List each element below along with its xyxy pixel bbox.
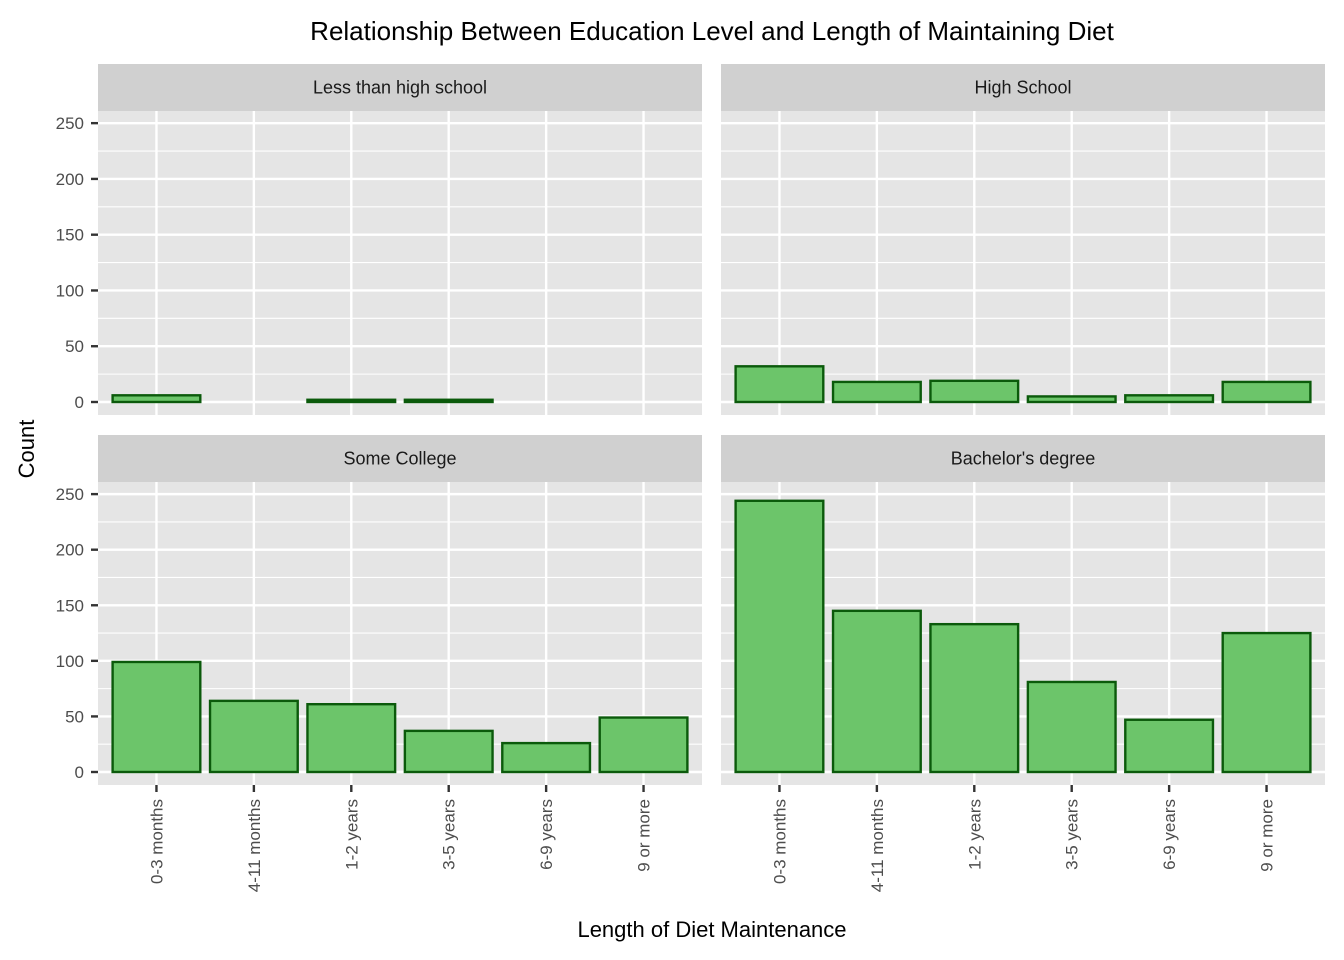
- y-tick-label: 50: [65, 707, 84, 726]
- x-tick-label: 6-9 years: [1160, 799, 1179, 870]
- facet-panels: Less than high school 0 50 100 150 200 250 High…: [56, 64, 1325, 892]
- bar-high-school-6-9-years: [1124, 394, 1215, 404]
- bar-high-school-0-3-months: [734, 365, 825, 404]
- x-tick-label: 0-3 months: [147, 799, 166, 884]
- bar-bachelor-s-degree-9-or-more: [1221, 631, 1312, 774]
- y-tick-label: 100: [56, 652, 84, 671]
- facet-bachelor-s-degree: Bachelor's degree 0-3 months 4-11 months 1-…: [721, 435, 1325, 892]
- y-tick-label: 150: [56, 596, 84, 615]
- y-tick-label: 250: [56, 485, 84, 504]
- bar-some-college-6-9-years: [501, 741, 592, 774]
- bar-less-than-high-school-0-3-months: [111, 394, 202, 404]
- facet-strip: [98, 435, 702, 482]
- x-tick-label: 1-2 years: [342, 799, 361, 870]
- bar-some-college-3-5-years: [403, 729, 494, 774]
- x-tick-label: 9 or more: [635, 799, 654, 872]
- x-tick-label: 1-2 years: [965, 799, 984, 870]
- facet-strip: [98, 64, 702, 111]
- x-tick-label: 4-11 months: [868, 799, 887, 892]
- x-tick-label: 3-5 years: [440, 799, 459, 870]
- bar-some-college-1-2-years: [306, 702, 397, 774]
- bar-bachelor-s-degree-3-5-years: [1026, 680, 1117, 774]
- y-tick-label: 100: [56, 281, 84, 300]
- x-axis-title: Length of Diet Maintenance: [577, 917, 846, 942]
- y-tick-label: 50: [65, 337, 84, 356]
- bar-bachelor-s-degree-0-3-months: [734, 499, 825, 774]
- bar-some-college-0-3-months: [111, 660, 202, 774]
- y-tick-label: 0: [75, 393, 84, 412]
- chart-title: Relationship Between Education Level and…: [310, 16, 1114, 46]
- x-tick-label: 9 or more: [1258, 799, 1277, 872]
- y-tick-label: 250: [56, 114, 84, 133]
- facet-strip-label: High School: [974, 78, 1071, 98]
- y-tick-label: 0: [75, 763, 84, 782]
- facet-strip-label: Less than high school: [313, 78, 487, 98]
- bar-bachelor-s-degree-6-9-years: [1124, 718, 1215, 774]
- x-tick-label: 3-5 years: [1063, 799, 1082, 870]
- bar-bachelor-s-degree-4-11-months: [831, 609, 922, 774]
- bar-some-college-4-11-months: [208, 699, 299, 774]
- facet-strip: [721, 435, 1325, 482]
- bar-high-school-3-5-years: [1026, 395, 1117, 404]
- facet-strip: [721, 64, 1325, 111]
- facet-less-than-high-school: Less than high school 0 50 100 150 200 250: [56, 64, 702, 415]
- facet-some-college: Some College 0 50 100 150 200 250 0-3 months 4-1…: [56, 435, 702, 892]
- facet-high-school: High School: [721, 64, 1325, 415]
- x-tick-label: 6-9 years: [537, 799, 556, 870]
- bar-bachelor-s-degree-1-2-years: [929, 622, 1020, 774]
- y-tick-label: 200: [56, 541, 84, 560]
- facet-strip-label: Bachelor's degree: [951, 449, 1096, 469]
- bar-less-than-high-school-3-5-years: [403, 398, 494, 404]
- y-tick-label: 150: [56, 226, 84, 245]
- x-tick-label: 4-11 months: [245, 799, 264, 892]
- facet-strip-label: Some College: [343, 449, 456, 469]
- bar-high-school-1-2-years: [929, 379, 1020, 404]
- bar-less-than-high-school-1-2-years: [306, 398, 397, 404]
- bar-high-school-4-11-months: [831, 380, 922, 404]
- y-axis-title: Count: [14, 420, 39, 479]
- bar-some-college-9-or-more: [598, 716, 689, 774]
- x-tick-label: 0-3 months: [770, 799, 789, 884]
- y-tick-label: 200: [56, 170, 84, 189]
- bar-high-school-9-or-more: [1221, 380, 1312, 404]
